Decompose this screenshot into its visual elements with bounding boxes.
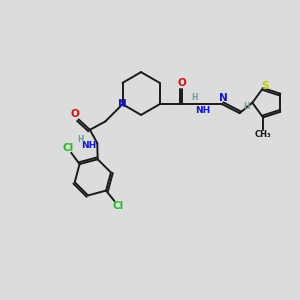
Text: CH₃: CH₃ [255,130,271,140]
Text: H: H [243,102,249,111]
Text: Cl: Cl [63,143,74,153]
Text: O: O [178,78,186,88]
Text: H: H [77,135,83,144]
Text: O: O [70,109,80,119]
Text: N: N [118,99,127,109]
Text: N: N [218,93,227,103]
Text: S: S [261,81,268,91]
Text: NH: NH [81,141,96,150]
Text: H: H [191,93,198,102]
Text: NH: NH [195,106,210,115]
Text: Cl: Cl [112,201,124,211]
